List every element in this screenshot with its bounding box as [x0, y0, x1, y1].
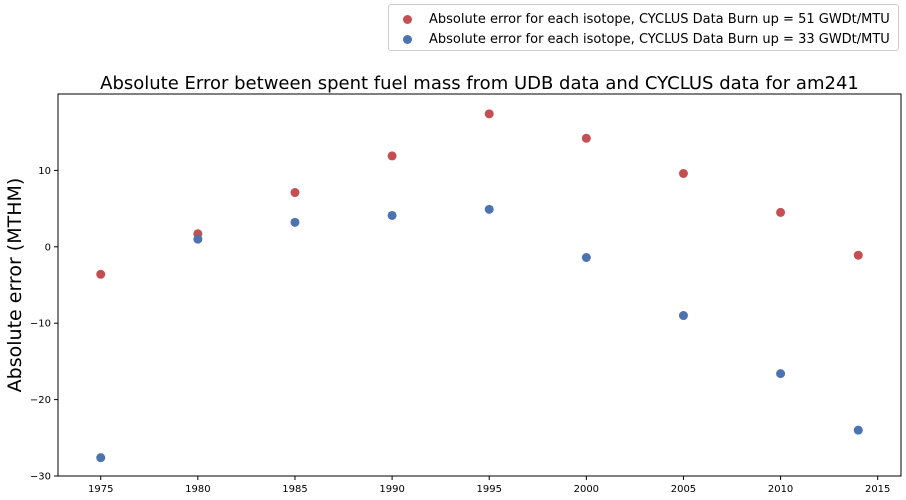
series-51-point	[387, 151, 397, 161]
legend-marker-33	[403, 34, 412, 44]
series-33-point	[290, 217, 300, 227]
legend-item-51: Absolute error for each isotope, CYCLUS …	[389, 9, 890, 29]
x-tick-label: 2005	[671, 484, 696, 495]
series-33-point	[484, 204, 494, 214]
x-tick-label: 1995	[476, 484, 501, 495]
series-33-point	[853, 425, 863, 435]
series-51-point	[678, 168, 688, 178]
y-tick-label: −10	[30, 319, 51, 330]
series-33-point	[387, 210, 397, 220]
series-33-point	[96, 453, 106, 463]
legend-item-33: Absolute error for each isotope, CYCLUS …	[389, 29, 890, 49]
series-51-point	[776, 207, 786, 217]
y-tick-label: 0	[45, 242, 51, 253]
y-tick-label: −30	[30, 472, 51, 483]
series-33-point	[678, 311, 688, 321]
series-33-point	[776, 369, 786, 379]
series-51-point	[96, 269, 106, 279]
x-tick-label: 2010	[768, 484, 793, 495]
x-tick-label: 1985	[282, 484, 307, 495]
legend-label-33: Absolute error for each isotope, CYCLUS …	[429, 31, 890, 47]
x-tick-label: 2000	[574, 484, 599, 495]
legend-label-51: Absolute error for each isotope, CYCLUS …	[429, 11, 890, 27]
x-tick-label: 1980	[185, 484, 210, 495]
chart-title: Absolute Error between spent fuel mass f…	[100, 73, 859, 94]
y-tick-label: 10	[38, 166, 51, 177]
series-51-point	[581, 133, 591, 143]
series-51-point	[853, 250, 863, 260]
y-axis-label: Absolute error (MTHM)	[4, 178, 26, 393]
legend-marker-51	[403, 14, 412, 24]
series-33-point	[193, 234, 203, 244]
series-33-point	[581, 252, 591, 262]
legend: Absolute error for each isotope, CYCLUS …	[388, 4, 899, 51]
plot-frame	[57, 93, 902, 477]
x-tick-label: 1975	[88, 484, 113, 495]
series-51-point	[484, 109, 494, 119]
y-tick-label: −20	[30, 395, 51, 406]
series-51-point	[290, 188, 300, 198]
x-tick-label: 2015	[865, 484, 890, 495]
x-tick-label: 1990	[379, 484, 404, 495]
